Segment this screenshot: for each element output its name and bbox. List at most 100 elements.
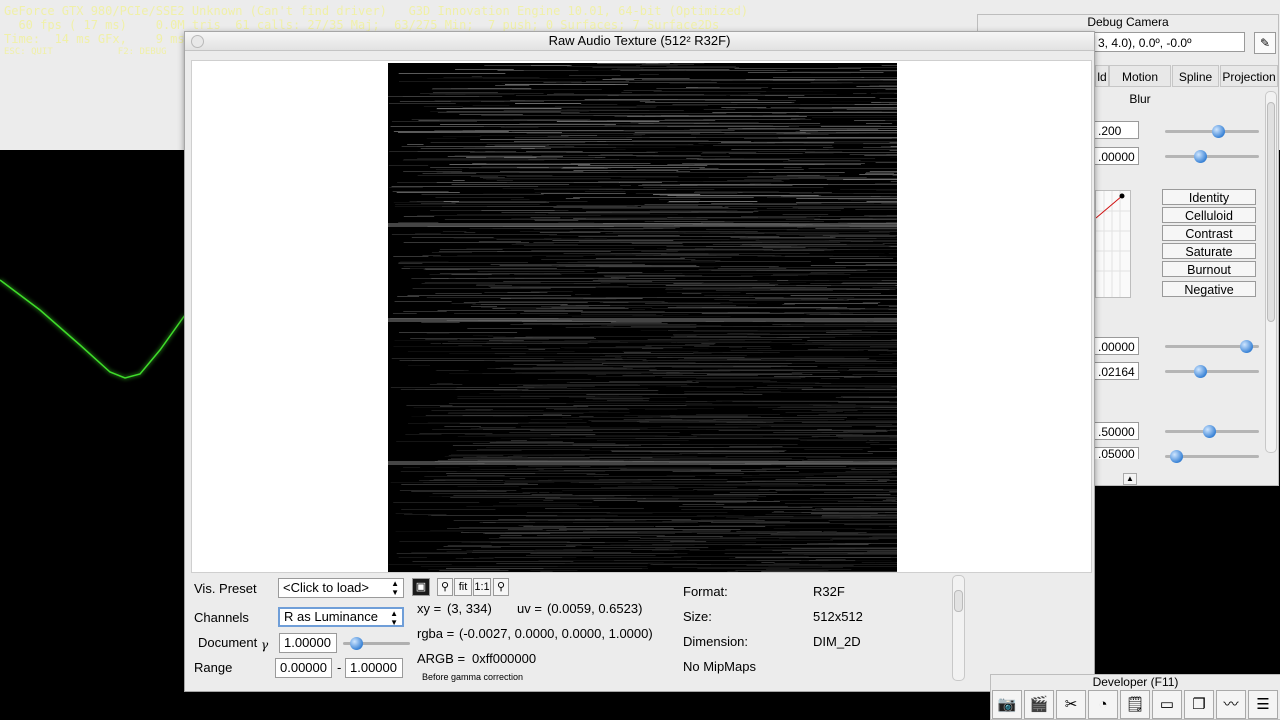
gamma-note: Before gamma correction [422, 672, 524, 682]
texture-viewer-window: Raw Audio Texture (512² R32F) Vis. Prese… [184, 31, 1095, 692]
document-button[interactable]: ☰ [1248, 690, 1278, 719]
windows-button[interactable]: ❐ [1184, 690, 1214, 719]
document-label: Document [198, 635, 258, 650]
format-value: R32F [813, 584, 845, 599]
video-button[interactable]: 🎬 [1024, 690, 1054, 719]
graph-icon: 〰 [1223, 696, 1239, 713]
camera-button[interactable]: 📷 [992, 690, 1022, 719]
camera-value-field[interactable]: .02164 [1093, 362, 1139, 380]
one-to-one-button[interactable]: 1:1 [473, 578, 491, 596]
mipmaps-info: No MipMaps [683, 659, 756, 674]
dimension-label: Dimension: [683, 634, 749, 649]
debug-camera-scrollbar[interactable] [1265, 91, 1277, 453]
camera-slider[interactable] [1165, 125, 1259, 138]
hud-fps-line: 60 fps ( 17 ms) 0.0M tris 61 calls: 27/3… [4, 18, 720, 32]
rgba-value: (-0.0027, 0.0000, 0.0000, 1.0000) [459, 626, 653, 641]
texture-display-area[interactable] [191, 60, 1092, 573]
slider-knob[interactable] [1203, 425, 1216, 438]
gamma-slider[interactable] [343, 637, 410, 650]
camera-position-field[interactable]: 3, 4.0), 0.0º, -0.0º [1093, 32, 1245, 52]
info-scrollbar[interactable] [952, 575, 965, 681]
format-label: Format: [683, 584, 728, 599]
preset-contrast-button[interactable]: Contrast [1162, 225, 1256, 241]
camera-value-field[interactable]: .00000 [1093, 337, 1139, 355]
tab-partial[interactable]: ld [1095, 65, 1109, 87]
console-button[interactable]: ▭ [1152, 690, 1182, 719]
camera-value-field[interactable]: .200 [1093, 121, 1139, 139]
camera-value-field[interactable]: .50000 [1093, 422, 1139, 440]
audio-texture-image[interactable] [388, 63, 897, 572]
zoom-out-button[interactable]: ⚲ [493, 578, 509, 596]
magnifier-icon: ⚲ [440, 581, 450, 593]
close-window-button[interactable] [191, 35, 204, 48]
preset-identity-button[interactable]: Identity [1162, 189, 1256, 205]
notes-button[interactable]: 🗒 [1120, 690, 1150, 719]
fit-button[interactable]: fit [454, 578, 472, 596]
channels-dropdown[interactable]: R as Luminance ▲ ▼ [278, 607, 404, 627]
uv-label: uv = [517, 601, 542, 616]
collapse-up-icon[interactable]: ▲ [1123, 473, 1137, 485]
tone-curve-graph[interactable] [1095, 190, 1131, 298]
pencil-icon: ✎ [1259, 36, 1271, 50]
size-value: 512x512 [813, 609, 863, 624]
slider-knob[interactable] [1211, 125, 1225, 138]
tab-spline[interactable]: Spline [1172, 65, 1219, 87]
slider-knob[interactable] [349, 637, 363, 650]
camera-value-field[interactable]: .00000 [1093, 147, 1139, 165]
windows-icon: ❐ [1192, 696, 1206, 713]
slider-knob[interactable] [1194, 365, 1208, 378]
channels-value: R as Luminance [284, 609, 378, 624]
camera-value-field[interactable]: .05000 [1093, 447, 1139, 459]
magnifier-small-icon: ⚲ [496, 581, 506, 593]
size-label: Size: [683, 609, 712, 624]
profiler-button[interactable]: ◔ [1088, 690, 1118, 719]
camera-slider[interactable] [1165, 340, 1259, 353]
save-image-button[interactable]: ▣ [412, 578, 430, 596]
range-min-input[interactable]: 0.00000 [275, 658, 332, 678]
texture-window-titlebar[interactable]: Raw Audio Texture (512² R32F) [185, 32, 1094, 51]
graph-button[interactable]: 〰 [1216, 690, 1246, 719]
vis-preset-value: <Click to load> [283, 580, 369, 595]
updown-arrow-icon: ▲ ▼ [391, 579, 399, 597]
camera-slider[interactable] [1165, 150, 1259, 163]
edit-camera-button[interactable]: ✎ [1254, 32, 1276, 54]
camera-slider[interactable] [1165, 365, 1259, 378]
terminal-icon: ▭ [1159, 696, 1175, 713]
preset-negative-button[interactable]: Negative [1162, 281, 1256, 297]
preset-burnout-button[interactable]: Burnout [1162, 261, 1256, 277]
performance-hud: GeForce GTX 980/PCIe/SSE2 Unknown (Can't… [4, 4, 748, 58]
camera-slider[interactable] [1165, 425, 1259, 438]
scrollbar-thumb[interactable] [954, 590, 963, 612]
preset-celluloid-button[interactable]: Celluloid [1162, 207, 1256, 223]
range-label: Range [194, 660, 233, 675]
scrollbar-thumb[interactable] [1267, 102, 1275, 322]
developer-toolbar: Developer (F11) 📷 🎬 ✂ ◔ 🗒 ▭ ❐ 〰 ☰ [990, 674, 1280, 720]
gamma-symbol: γ [261, 638, 269, 652]
argb-value: 0xff000000 [472, 651, 537, 666]
argb-label: ARGB = [417, 651, 466, 666]
xy-value: (3, 334) [447, 601, 492, 616]
slider-knob[interactable] [1170, 450, 1184, 463]
slider-knob[interactable] [1239, 340, 1253, 353]
speedometer-icon: ◔ [1098, 696, 1108, 713]
preset-saturate-button[interactable]: Saturate [1162, 243, 1256, 259]
texture-window-title: Raw Audio Texture (512² R32F) [548, 33, 731, 48]
channels-label: Channels [194, 610, 249, 625]
zoom-tool-button[interactable]: ⚲ [437, 578, 453, 596]
vis-preset-dropdown[interactable]: <Click to load> ▲ ▼ [278, 578, 404, 598]
range-max-input[interactable]: 1.00000 [345, 658, 403, 678]
debug-camera-title: Debug Camera [1087, 15, 1169, 29]
updown-arrow-icon: ▲ ▼ [390, 609, 398, 627]
gamma-input[interactable]: 1.00000 [279, 633, 337, 653]
tools-icon: ✂ [1064, 696, 1078, 713]
slider-knob[interactable] [1194, 150, 1208, 163]
tab-motion-blur[interactable]: Motion Blur [1109, 65, 1171, 106]
camera-slider[interactable] [1165, 450, 1259, 463]
hud-time-line: Time: 14 ms GFx, 9 ms [4, 32, 185, 46]
hud-gpu-line: GeForce GTX 980/PCIe/SSE2 Unknown (Can't… [4, 4, 749, 18]
vis-preset-label: Vis. Preset [194, 581, 257, 596]
camera-icon: 📷 [997, 696, 1017, 713]
tools-button[interactable]: ✂ [1056, 690, 1086, 719]
developer-toolbar-title: Developer (F11) [1092, 675, 1179, 689]
tab-projection[interactable]: Projection [1220, 65, 1278, 87]
